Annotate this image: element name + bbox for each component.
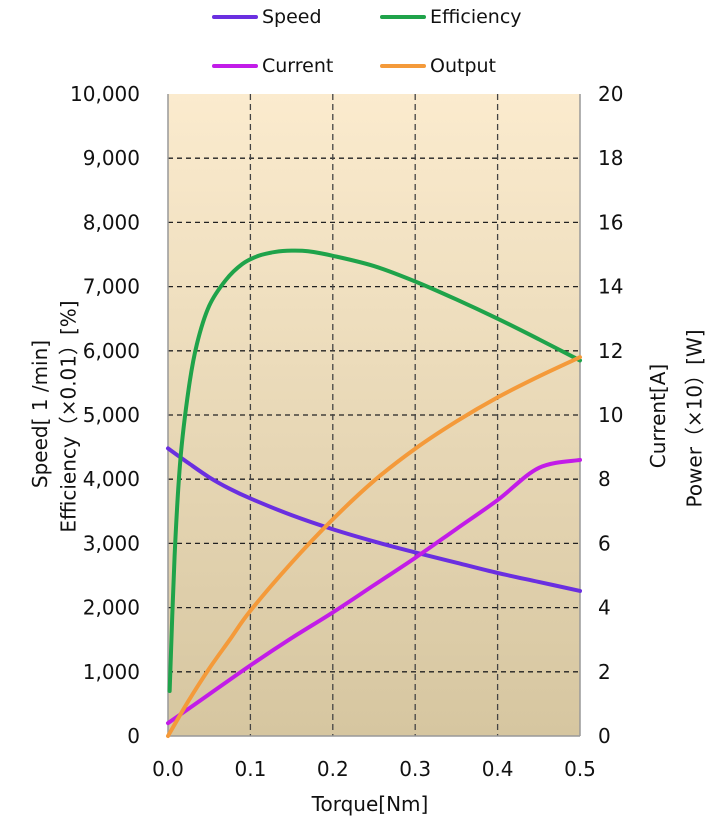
y-right-tick-label: 6 xyxy=(598,531,611,555)
y-left-tick-label: 6,000 xyxy=(83,339,140,363)
series-line-output xyxy=(166,355,582,738)
x-tick-label: 0.1 xyxy=(234,757,266,781)
x-tick-label: 0.4 xyxy=(482,757,514,781)
x-tick-label: 0.2 xyxy=(317,757,349,781)
legend-swatch-speed xyxy=(212,15,258,19)
y-right-tick-label: 20 xyxy=(598,82,623,106)
y-right-tick-label: 16 xyxy=(598,210,623,234)
x-tick-label: 0.5 xyxy=(564,757,596,781)
y-right-tick-label: 18 xyxy=(598,146,623,170)
y-left-tick-label: 4,000 xyxy=(83,467,140,491)
legend-label-output: Output xyxy=(430,55,496,77)
y-right-tick-label: 2 xyxy=(598,660,611,684)
y-right-tick-label: 10 xyxy=(598,403,623,427)
y-left-tick-label: 3,000 xyxy=(83,531,140,555)
y-right-tick-label: 8 xyxy=(598,467,611,491)
legend-swatch-output xyxy=(380,64,426,68)
legend-item-current: Current xyxy=(212,55,333,77)
legend-label-speed: Speed xyxy=(262,6,322,28)
legend-swatch-efficiency xyxy=(380,15,426,19)
x-tick-label: 0.0 xyxy=(152,757,184,781)
y-left-tick-label: 0 xyxy=(127,724,140,748)
y-right-tick-label: 12 xyxy=(598,339,623,363)
y-left-tick-label: 2,000 xyxy=(83,596,140,620)
y-left-tick-label: 5,000 xyxy=(83,403,140,427)
y-left-tick-label: 8,000 xyxy=(83,210,140,234)
legend-item-efficiency: Efficiency xyxy=(380,6,522,28)
y-left-tick-label: 1,000 xyxy=(83,660,140,684)
legend-swatch-current xyxy=(212,64,258,68)
legend-label-efficiency: Efficiency xyxy=(430,6,522,28)
legend-label-current: Current xyxy=(262,55,334,77)
series-line-current xyxy=(166,457,582,726)
y-right-tick-label: 0 xyxy=(598,724,611,748)
y-left-tick-label: 7,000 xyxy=(83,275,140,299)
y-left-tick-label: 10,000 xyxy=(70,82,140,106)
series-line-efficiency xyxy=(167,248,582,694)
x-tick-label: 0.3 xyxy=(399,757,431,781)
legend-item-output: Output xyxy=(380,55,496,77)
y-right-tick-label: 4 xyxy=(598,596,611,620)
series-line-speed xyxy=(166,446,582,593)
y-right-tick-label: 14 xyxy=(598,275,623,299)
legend-item-speed: Speed xyxy=(212,6,322,28)
x-axis-title: Torque[Nm] xyxy=(311,792,429,816)
y-left-tick-label: 9,000 xyxy=(83,146,140,170)
